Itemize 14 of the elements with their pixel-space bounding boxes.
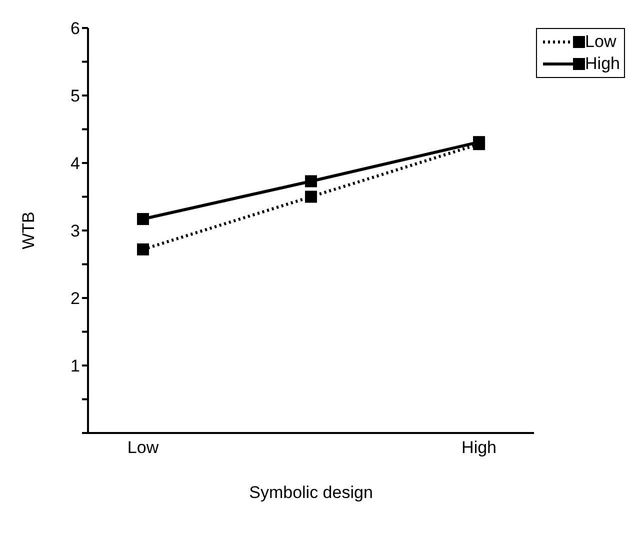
y-tick-label: 5: [70, 86, 80, 106]
legend-label: High: [585, 53, 620, 75]
y-tick-label: 2: [70, 289, 80, 308]
x-axis-title: Symbolic design: [249, 483, 373, 502]
point: [137, 243, 149, 256]
point: [137, 213, 149, 226]
legend-label: Low: [585, 31, 616, 53]
y-tick-label: 3: [70, 222, 80, 241]
point: [305, 190, 318, 203]
y-tick-label: 1: [70, 356, 80, 376]
y-tick-label: 4: [70, 154, 80, 174]
y-tick-label: 6: [70, 19, 80, 38]
point: [305, 175, 318, 188]
y-axis-title: WTB: [19, 212, 38, 250]
